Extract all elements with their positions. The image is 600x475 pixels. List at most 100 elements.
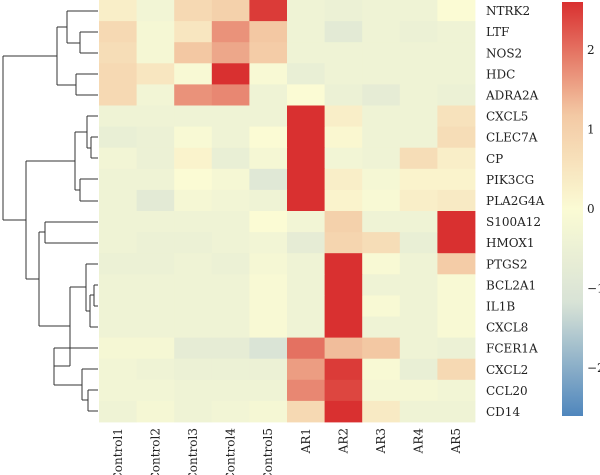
heatmap-cell-ccl20-control1: [99, 379, 137, 402]
heatmap-cell-ntrk2-control5: [249, 0, 288, 22]
heatmap-cell-ntrk2-ar4: [399, 0, 438, 22]
heatmap-cell-ccl20-ar2: [324, 379, 363, 402]
heatmap-cell-il1b-control1: [99, 295, 137, 317]
heatmap-cell-nos2-ar1: [287, 42, 325, 64]
heatmap-cell-hdc-control5: [249, 63, 288, 85]
heatmap-cell-adra2a-ar1: [287, 84, 325, 106]
heatmap-cell-bcl2a1-control5: [249, 274, 288, 296]
row-label: CXCL2: [486, 363, 528, 377]
heatmap-cell-il1b-ar4: [399, 295, 438, 317]
heatmap-cell-pik3cg-ar2: [324, 168, 363, 191]
dendrogram-branch: [39, 221, 98, 244]
heatmap-cell-cxcl5-control2: [136, 105, 175, 127]
heatmap-cell-ltf-control4: [211, 21, 250, 43]
row-labels: NTRK2 LTF NOS2 HDC ADRA2A CXCL5 CLEC7A CP PIK3CG…: [485, 4, 545, 419]
heatmap-cell-pla2g4a-control3: [174, 189, 213, 212]
heatmap-cell-il1b-ar3: [362, 295, 401, 317]
heatmap-cell-ccl20-ar1: [287, 379, 325, 402]
heatmap-cell-nos2-ar3: [362, 42, 401, 64]
heatmap-cell-cxcl8-control4: [211, 316, 250, 338]
heatmap-cell-il1b-control5: [249, 295, 288, 317]
heatmap-cell-ptgs2-ar4: [399, 253, 438, 275]
heatmap-cell-cxcl8-ar4: [399, 316, 438, 338]
heatmap-cell-nos2-ar2: [324, 42, 363, 64]
heatmap-cell-nos2-ar5: [437, 42, 476, 64]
row-label: PTGS2: [486, 257, 528, 271]
heatmap-cell-s100a12-control2: [136, 211, 175, 233]
heatmap-cell-hdc-control4: [211, 63, 250, 85]
heatmap-cell-cxcl2-ar4: [399, 358, 438, 381]
row-dendrogram: [2, 10, 98, 412]
heatmap-cell-clec7a-control3: [174, 126, 213, 149]
heatmap-cell-nos2-control3: [174, 42, 213, 64]
heatmap-cell-ptgs2-control5: [249, 253, 288, 275]
heatmap-cell-pla2g4a-ar2: [324, 189, 363, 212]
heatmap-cell-pla2g4a-control4: [211, 189, 250, 212]
heatmap-cell-cp-control3: [174, 147, 213, 170]
heatmap-cell-bcl2a1-ar1: [287, 274, 325, 296]
heatmap-cell-s100a12-ar2: [324, 211, 363, 233]
row-label: CLEC7A: [486, 131, 538, 145]
row-label: HMOX1: [486, 236, 535, 250]
heatmap-cell-cxcl2-ar1: [287, 358, 325, 381]
heatmap-cell-clec7a-ar2: [324, 126, 363, 149]
colorbar-tick-label: 0: [587, 202, 595, 216]
heatmap-cell-cxcl8-ar5: [437, 316, 476, 338]
heatmap-cell-s100a12-ar5: [437, 211, 476, 233]
heatmap-cell-hmox1-ar3: [362, 232, 401, 254]
row-label: FCER1A: [486, 342, 538, 356]
row-label: NOS2: [486, 46, 522, 60]
row-label: IL1B: [486, 299, 515, 313]
heatmap-cell-hmox1-control5: [249, 232, 288, 254]
heatmap-cell-ltf-ar4: [399, 21, 438, 43]
heatmap-cell-cd14-ar2: [324, 400, 363, 423]
heatmap-cell-cd14-ar5: [437, 400, 476, 423]
row-label: S100A12: [486, 215, 541, 229]
dendrogram-branch: [75, 178, 98, 202]
heatmap-cell-cxcl5-ar1: [287, 105, 325, 127]
heatmap-cell-bcl2a1-ar5: [437, 274, 476, 296]
colorbar-tick-label: −1: [587, 282, 600, 296]
heatmap-cell-adra2a-ar4: [399, 84, 438, 106]
heatmap-cell-bcl2a1-ar4: [399, 274, 438, 296]
heatmap-cell-bcl2a1-ar3: [362, 274, 401, 296]
heatmap-cell-ltf-control1: [99, 21, 137, 43]
heatmap-cell-il1b-ar1: [287, 295, 325, 317]
heatmap-cell-pik3cg-control3: [174, 168, 213, 191]
heatmap-cell-cxcl8-control5: [249, 316, 288, 338]
colorbar: 2 1 0 −1 −2: [562, 2, 600, 416]
heatmap-cell-hdc-ar1: [287, 63, 325, 85]
heatmap-cell-cp-ar4: [399, 147, 438, 170]
heatmap-cell-adra2a-control1: [99, 84, 137, 106]
heatmap-cell-cd14-control2: [136, 400, 175, 423]
heatmap-cell-nos2-control4: [211, 42, 250, 64]
heatmap-cell-s100a12-control3: [174, 211, 213, 233]
heatmap-cell-pla2g4a-control5: [249, 189, 288, 212]
heatmap-cell-cxcl8-ar2: [324, 316, 363, 338]
heatmap-cell-ccl20-control4: [211, 379, 250, 402]
colorbar-gradient: [562, 2, 583, 416]
heatmap-cell-adra2a-control3: [174, 84, 213, 106]
heatmap-cell-cxcl2-ar3: [362, 358, 401, 381]
heatmap-cell-cxcl2-control4: [211, 358, 250, 381]
heatmap-cell-cxcl5-ar3: [362, 105, 401, 127]
heatmap-cell-s100a12-ar4: [399, 211, 438, 233]
heatmap-cell-hdc-ar5: [437, 63, 476, 85]
heatmap-cell-cd14-control1: [99, 400, 137, 423]
heatmap-cell-s100a12-ar3: [362, 211, 401, 233]
dendrogram-branch: [3, 27, 58, 85]
heatmap-cell-cxcl2-control1: [99, 358, 137, 381]
heatmap-cell-cp-ar2: [324, 147, 363, 170]
dendrogram-branch: [57, 10, 98, 54]
heatmap-cell-ntrk2-ar5: [437, 0, 476, 22]
heatmap-cell-clec7a-ar3: [362, 126, 401, 149]
heatmap-cell-hmox1-ar2: [324, 232, 363, 254]
heatmap-cell-ntrk2-control1: [99, 0, 137, 22]
heatmap-cell-pla2g4a-ar5: [437, 189, 476, 212]
heatmap-cell-cp-control5: [249, 147, 288, 170]
heatmap-cell-nos2-control2: [136, 42, 175, 64]
colorbar-tick-label: 2: [587, 43, 595, 57]
column-label: Control1: [111, 428, 125, 475]
heatmap-cell-s100a12-ar1: [287, 211, 325, 233]
